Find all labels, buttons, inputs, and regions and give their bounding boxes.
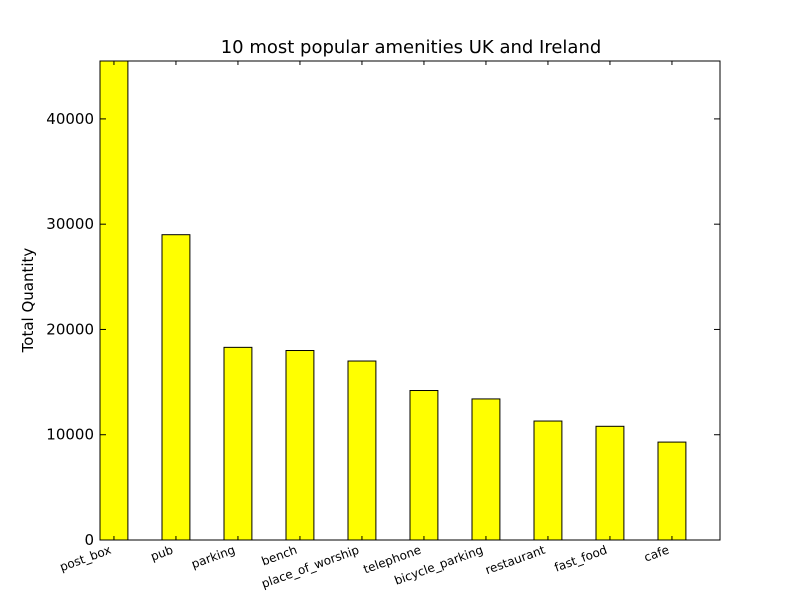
x-tick-label-restaurant: restaurant bbox=[483, 543, 547, 578]
bar-cafe bbox=[657, 441, 687, 541]
bar-post-box bbox=[99, 60, 129, 541]
y-tick-label-10000: 10000 bbox=[46, 426, 94, 444]
y-tick-label-0: 0 bbox=[84, 531, 94, 549]
x-tick-label-pub: pub bbox=[149, 543, 175, 564]
bar-parking bbox=[223, 346, 253, 541]
x-tick-label-fast-food: fast_food bbox=[552, 543, 609, 575]
bar-bench bbox=[285, 350, 315, 541]
x-tick-label-parking: parking bbox=[190, 543, 237, 572]
y-axis-label: Total Quantity bbox=[19, 248, 37, 354]
bars-layer bbox=[99, 60, 687, 541]
bar-fast-food bbox=[595, 425, 625, 541]
y-tick-label-20000: 20000 bbox=[46, 320, 94, 338]
bar-pub bbox=[161, 234, 191, 541]
bar-restaurant bbox=[533, 420, 563, 541]
bar-telephone bbox=[409, 390, 439, 541]
x-tick-label-bench: bench bbox=[260, 543, 299, 569]
bar-bicycle-parking bbox=[471, 398, 501, 541]
x-tick-label-cafe: cafe bbox=[642, 543, 671, 565]
chart-title: 10 most popular amenities UK and Ireland bbox=[221, 37, 602, 58]
bar-place-of-worship bbox=[347, 360, 377, 541]
y-tick-label-30000: 30000 bbox=[46, 215, 94, 233]
y-tick-label-40000: 40000 bbox=[46, 110, 94, 128]
axes-frame bbox=[99, 60, 721, 541]
y-tick-labels: 0 10000 20000 30000 40000 bbox=[46, 110, 94, 549]
